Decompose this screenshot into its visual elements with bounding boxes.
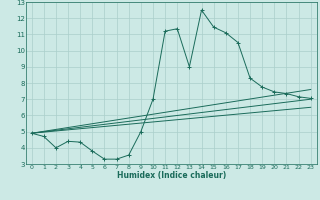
X-axis label: Humidex (Indice chaleur): Humidex (Indice chaleur) xyxy=(116,171,226,180)
